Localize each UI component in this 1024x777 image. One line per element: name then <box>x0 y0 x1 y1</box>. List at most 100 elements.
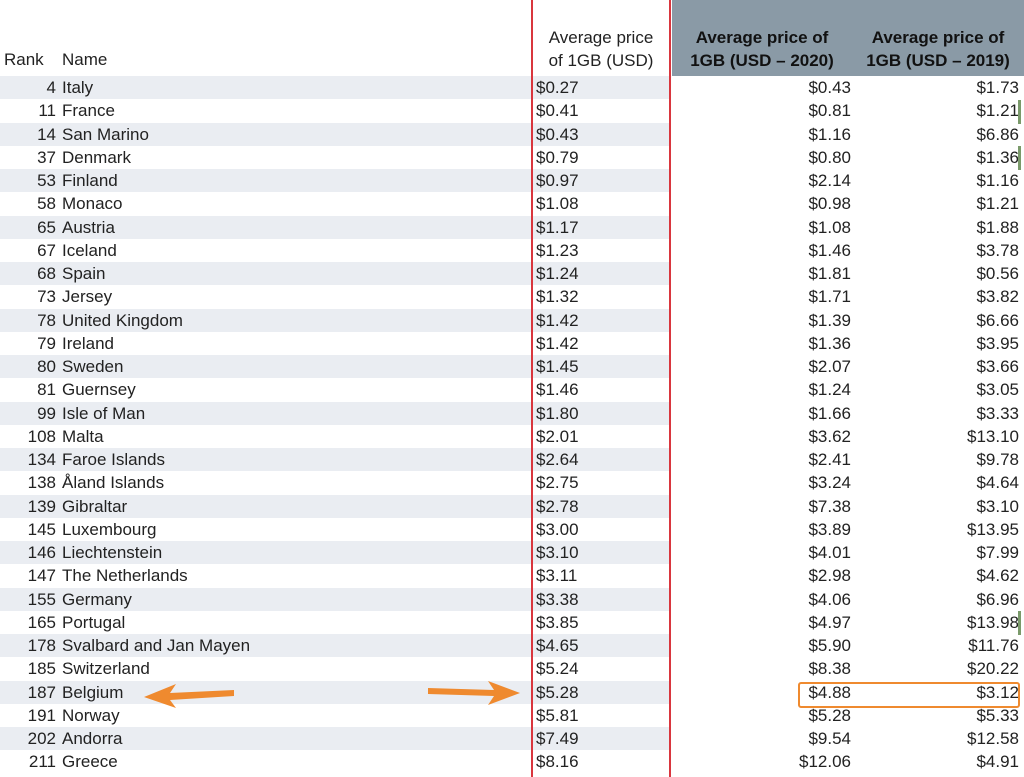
cell-average-price[interactable]: $0.43 <box>536 124 579 144</box>
cell-average-price[interactable]: $2.78 <box>536 496 579 516</box>
cell-name[interactable]: Guernsey <box>62 380 136 400</box>
cell-average-price[interactable]: $8.16 <box>536 752 579 772</box>
cell-rank[interactable]: 14 <box>37 124 56 144</box>
cell-rank[interactable]: 155 <box>27 589 56 609</box>
cell-price-2020[interactable]: $9.54 <box>808 729 851 748</box>
cell-price-2020[interactable]: $2.98 <box>808 566 851 586</box>
cell-name[interactable]: France <box>62 101 115 121</box>
cell-price-2019[interactable]: $20.22 <box>967 659 1019 679</box>
header-price-2020[interactable]: Average price of 1GB (USD – 2020) <box>676 26 848 72</box>
cell-rank[interactable]: 211 <box>28 752 56 772</box>
cell-price-2020[interactable]: $0.98 <box>808 194 851 214</box>
cell-rank[interactable]: 134 <box>27 450 56 469</box>
cell-rank[interactable]: 53 <box>37 171 56 190</box>
cell-name[interactable]: Norway <box>62 705 120 725</box>
cell-rank[interactable]: 202 <box>27 729 56 748</box>
cell-price-2019[interactable]: $13.98 <box>967 612 1019 632</box>
cell-rank[interactable]: 147 <box>27 566 56 586</box>
cell-average-price[interactable]: $1.80 <box>536 403 579 423</box>
cell-price-2019[interactable]: $1.73 <box>976 78 1019 97</box>
cell-average-price[interactable]: $2.64 <box>536 450 579 469</box>
cell-average-price[interactable]: $1.08 <box>536 194 579 214</box>
cell-name[interactable]: Italy <box>62 78 94 97</box>
cell-average-price[interactable]: $4.65 <box>536 636 579 655</box>
cell-average-price[interactable]: $5.28 <box>536 682 579 702</box>
cell-price-2020[interactable]: $4.97 <box>808 612 851 632</box>
cell-name[interactable]: Iceland <box>62 240 117 260</box>
cell-price-2020[interactable]: $4.01 <box>808 543 851 562</box>
cell-price-2020[interactable]: $4.06 <box>808 589 851 609</box>
cell-rank[interactable]: 79 <box>37 333 56 353</box>
cell-name[interactable]: Ireland <box>62 333 114 353</box>
cell-name[interactable]: Germany <box>62 589 132 609</box>
cell-average-price[interactable]: $7.49 <box>536 729 579 748</box>
cell-rank[interactable]: 146 <box>27 543 56 562</box>
cell-average-price[interactable]: $1.42 <box>536 310 579 330</box>
cell-name[interactable]: Sweden <box>62 357 124 376</box>
cell-name[interactable]: Belgium <box>62 682 124 702</box>
cell-price-2019[interactable]: $12.58 <box>967 729 1019 748</box>
cell-price-2019[interactable]: $6.86 <box>976 124 1019 144</box>
cell-name[interactable]: Gibraltar <box>62 496 128 516</box>
cell-price-2019[interactable]: $1.16 <box>976 171 1019 190</box>
cell-rank[interactable]: 81 <box>37 380 56 400</box>
cell-price-2019[interactable]: $3.12 <box>976 682 1019 702</box>
cell-price-2020[interactable]: $7.38 <box>808 496 851 516</box>
cell-name[interactable]: Finland <box>62 171 118 190</box>
cell-price-2019[interactable]: $9.78 <box>976 450 1019 469</box>
cell-price-2020[interactable]: $5.28 <box>808 705 851 725</box>
cell-name[interactable]: Portugal <box>62 612 126 632</box>
cell-rank[interactable]: 178 <box>27 636 56 655</box>
cell-price-2020[interactable]: $2.41 <box>808 450 851 469</box>
cell-price-2020[interactable]: $1.66 <box>808 403 851 423</box>
cell-name[interactable]: The Netherlands <box>62 566 188 586</box>
cell-rank[interactable]: 165 <box>27 612 56 632</box>
cell-rank[interactable]: 187 <box>27 682 56 702</box>
cell-average-price[interactable]: $2.01 <box>536 426 579 446</box>
cell-price-2020[interactable]: $0.80 <box>808 147 851 167</box>
cell-rank[interactable]: 138 <box>27 473 56 493</box>
cell-average-price[interactable]: $3.00 <box>536 519 579 539</box>
cell-price-2019[interactable]: $1.88 <box>976 217 1019 237</box>
cell-price-2020[interactable]: $4.88 <box>808 682 851 702</box>
cell-price-2020[interactable]: $1.36 <box>808 333 851 353</box>
cell-average-price[interactable]: $5.24 <box>536 659 579 679</box>
cell-price-2019[interactable]: $4.64 <box>976 473 1019 493</box>
cell-rank[interactable]: 80 <box>37 357 56 376</box>
cell-price-2020[interactable]: $1.39 <box>808 310 851 330</box>
cell-price-2020[interactable]: $1.71 <box>808 287 851 307</box>
cell-name[interactable]: Andorra <box>62 729 123 748</box>
cell-average-price[interactable]: $1.24 <box>536 264 579 283</box>
cell-rank[interactable]: 58 <box>37 194 56 214</box>
cell-average-price[interactable]: $3.10 <box>536 543 579 562</box>
cell-name[interactable]: Switzerland <box>62 659 150 679</box>
cell-price-2020[interactable]: $1.16 <box>808 124 851 144</box>
cell-price-2019[interactable]: $3.78 <box>976 240 1019 260</box>
cell-price-2019[interactable]: $3.66 <box>976 357 1019 376</box>
cell-price-2020[interactable]: $5.90 <box>808 636 851 655</box>
cell-name[interactable]: Greece <box>62 752 118 772</box>
cell-price-2019[interactable]: $3.82 <box>976 287 1019 307</box>
cell-average-price[interactable]: $1.42 <box>536 333 579 353</box>
cell-price-2020[interactable]: $2.14 <box>808 171 851 190</box>
cell-price-2020[interactable]: $3.62 <box>808 426 851 446</box>
cell-name[interactable]: Faroe Islands <box>62 450 165 469</box>
cell-price-2020[interactable]: $8.38 <box>808 659 851 679</box>
cell-price-2019[interactable]: $3.10 <box>976 496 1019 516</box>
cell-rank[interactable]: 108 <box>27 426 56 446</box>
cell-name[interactable]: Malta <box>62 426 104 446</box>
cell-name[interactable]: United Kingdom <box>62 310 183 330</box>
cell-average-price[interactable]: $1.17 <box>536 217 579 237</box>
cell-rank[interactable]: 185 <box>27 659 56 679</box>
cell-average-price[interactable]: $3.85 <box>536 612 579 632</box>
cell-name[interactable]: Liechtenstein <box>62 543 163 562</box>
cell-price-2019[interactable]: $4.91 <box>976 752 1019 772</box>
cell-price-2019[interactable]: $3.33 <box>976 403 1019 423</box>
cell-average-price[interactable]: $1.23 <box>536 240 579 260</box>
cell-name[interactable]: Svalbard and Jan Mayen <box>62 636 251 655</box>
header-price-2019[interactable]: Average price of 1GB (USD – 2019) <box>852 26 1024 72</box>
cell-price-2020[interactable]: $2.07 <box>808 357 851 376</box>
cell-rank[interactable]: 37 <box>37 147 56 167</box>
cell-name[interactable]: Denmark <box>62 147 131 167</box>
cell-rank[interactable]: 4 <box>46 78 56 97</box>
